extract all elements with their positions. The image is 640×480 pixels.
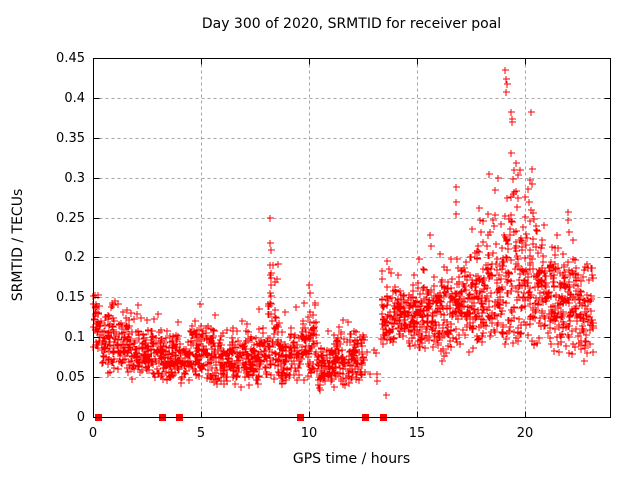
x-axis-title: GPS time / hours xyxy=(292,451,411,467)
scatter-points xyxy=(90,67,597,399)
x-tick-label: 5 xyxy=(197,426,205,441)
plot-border xyxy=(93,58,611,418)
y-tick-label: 0.15 xyxy=(56,290,85,305)
y-tick-label: 0.05 xyxy=(56,370,85,385)
chart-title: Day 300 of 2020, SRMTID for receiver poa… xyxy=(201,16,502,32)
y-tick-label: 0.25 xyxy=(56,211,85,226)
y-tick-label: 0.35 xyxy=(56,131,85,146)
y-tick-label: 0.45 xyxy=(56,51,85,66)
y-tick-label: 0.4 xyxy=(64,91,85,106)
x-tick-label: 15 xyxy=(409,426,426,441)
y-tick-label: 0.3 xyxy=(64,171,85,186)
y-tick-label: 0.1 xyxy=(64,330,85,345)
x-tick-label: 0 xyxy=(89,426,97,441)
y-tick-label: 0.2 xyxy=(64,250,85,265)
y-tick-label: 0 xyxy=(77,410,85,425)
x-tick-label: 10 xyxy=(301,426,318,441)
x-tick-label: 20 xyxy=(517,426,534,441)
